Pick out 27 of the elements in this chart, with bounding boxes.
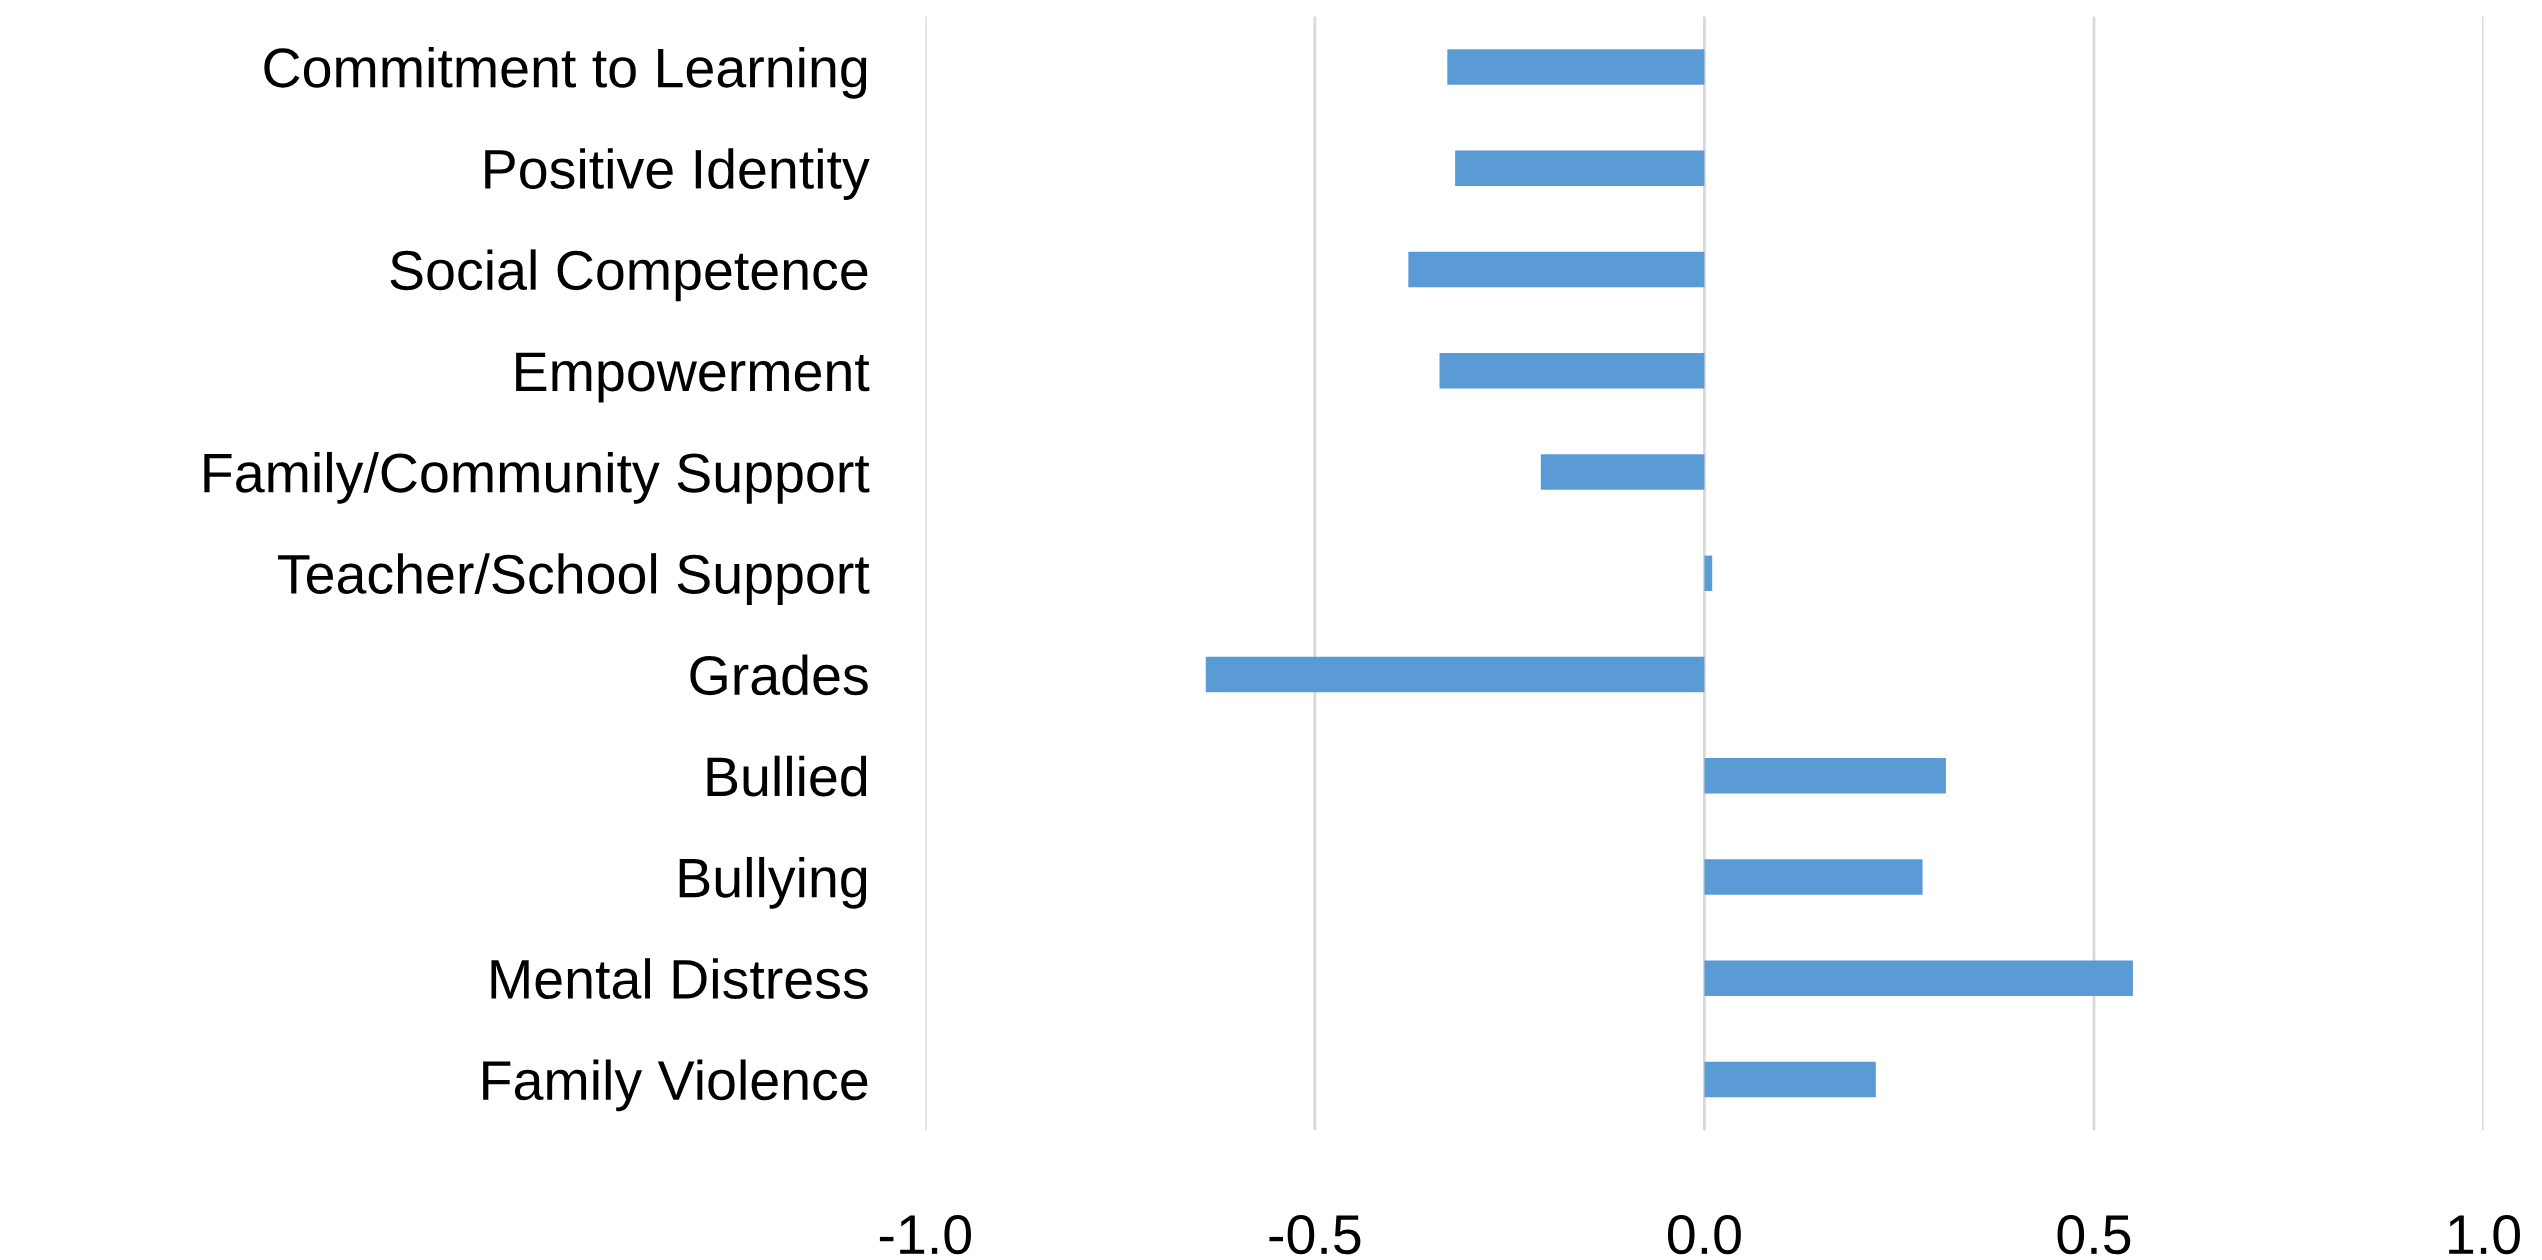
bar (1447, 49, 1705, 85)
bar (1439, 353, 1705, 389)
bar (1704, 555, 1713, 592)
bar (1455, 150, 1705, 186)
y-tick-label: Teacher/School Support (278, 553, 870, 605)
y-tick-label: Empowerment (516, 352, 870, 403)
y-tick-label: Family/Community Support (204, 451, 870, 504)
y-tick-label: Social Competence (390, 249, 868, 302)
x-tick-label: -1.0 (879, 1215, 971, 1255)
x-tick-label: 0.5 (2057, 1215, 2131, 1255)
y-tick-label: Bullying (679, 856, 867, 909)
x-tick-label: 1.0 (2449, 1215, 2520, 1255)
bar (1704, 1061, 1876, 1098)
y-tick-label: Grades (690, 654, 868, 696)
x-tick-label: 0.0 (1667, 1215, 1741, 1255)
bar (1704, 758, 1946, 794)
bar (1704, 960, 2133, 997)
bar (1704, 859, 1923, 895)
y-tick-label: Positive Identity (485, 148, 870, 200)
bar (1408, 251, 1705, 288)
x-tick-label: -0.5 (1269, 1215, 1361, 1255)
y-tick-label: Family Violence (483, 1059, 868, 1112)
bar (1205, 656, 1705, 693)
y-tick-label: Commitment to Learning (264, 46, 867, 99)
y-tick-label: Mental Distress (491, 958, 868, 1000)
y-tick-label: Bullied (707, 755, 867, 797)
bar (1540, 454, 1705, 490)
